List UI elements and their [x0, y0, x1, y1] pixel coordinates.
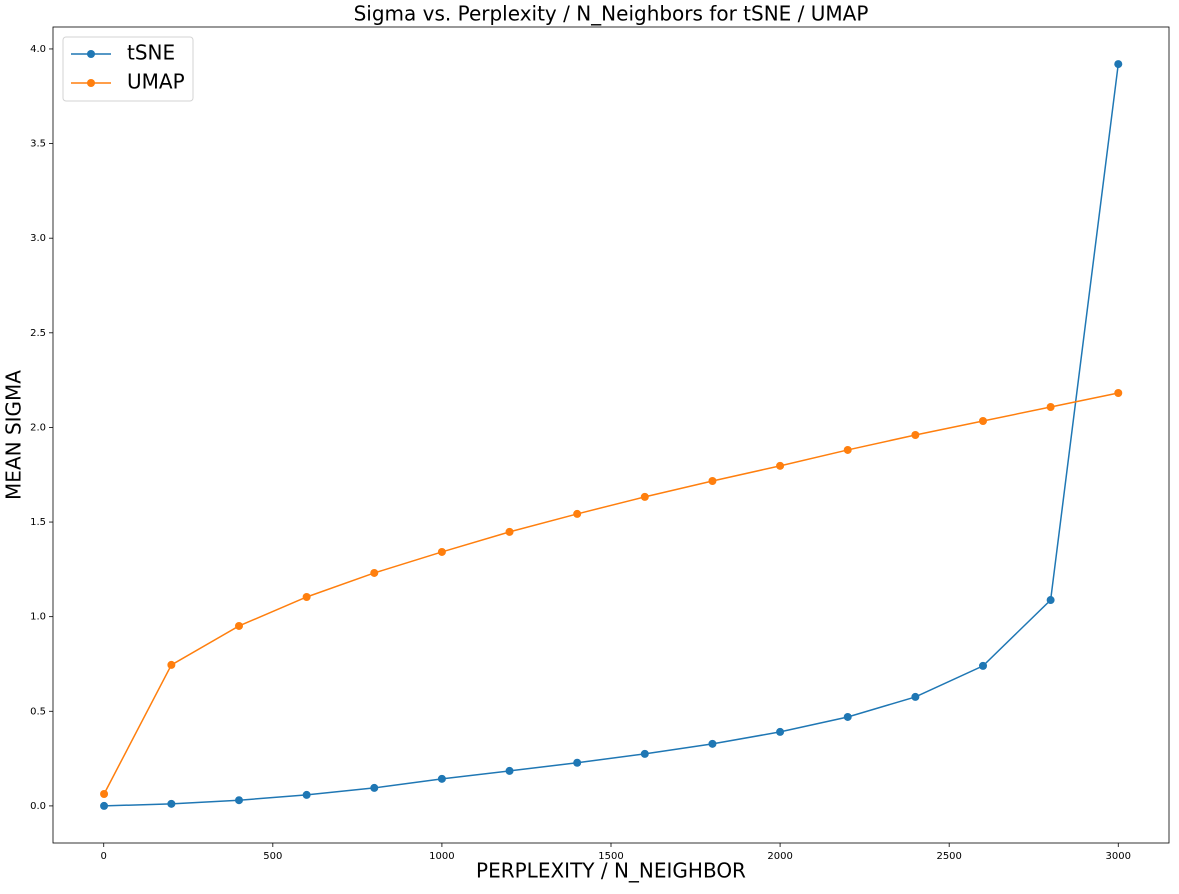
x-axis-label: PERPLEXITY / N_NEIGHBOR: [476, 859, 746, 883]
data-point: [776, 727, 785, 736]
data-point: [302, 592, 311, 601]
data-point: [100, 801, 109, 810]
data-point: [911, 692, 920, 701]
y-tick-label: 0.0: [30, 801, 46, 812]
y-tick-label: 2.5: [30, 328, 46, 339]
plot-frame: [52, 26, 1170, 844]
y-tick-label: 3.5: [30, 139, 46, 150]
y-tick-label: 1.5: [30, 517, 46, 528]
data-point: [505, 766, 514, 775]
series-line: [104, 63, 1120, 807]
data-point: [1114, 388, 1123, 397]
data-point: [573, 758, 582, 767]
data-point: [235, 621, 243, 630]
data-point: [302, 790, 311, 799]
data-point: [911, 431, 920, 439]
x-tick-label: 1500: [598, 851, 623, 862]
data-point: [979, 661, 987, 670]
data-point: [1046, 402, 1055, 411]
data-point: [235, 796, 243, 805]
data-point: [708, 476, 717, 485]
data-point: [370, 568, 379, 577]
data-point: [979, 416, 987, 425]
legend-label: tSNE: [127, 41, 175, 65]
y-tick-label: 0.5: [30, 706, 46, 717]
data-point: [167, 660, 176, 669]
y-tick-label: 4.0: [30, 44, 46, 55]
data-point: [167, 799, 176, 808]
data-point: [573, 509, 582, 518]
legend-marker: [87, 79, 95, 87]
y-axis-label: MEAN SIGMA: [2, 370, 26, 500]
data-point: [1046, 596, 1055, 605]
x-tick-label: 500: [263, 851, 282, 862]
data-point: [776, 461, 785, 470]
data-point: [1114, 60, 1123, 69]
x-tick-label: 1000: [429, 851, 454, 862]
legend-box: [62, 36, 194, 102]
data-point: [437, 547, 446, 556]
y-tick-label: 1.0: [30, 612, 46, 623]
series-line: [103, 392, 1119, 795]
data-point: [100, 789, 109, 798]
y-tick-label: 2.0: [30, 422, 46, 433]
data-point: [370, 783, 379, 792]
x-tick-label: 0: [101, 851, 107, 862]
data-point: [708, 739, 717, 748]
legend-label: UMAP: [127, 70, 185, 94]
data-point: [843, 445, 852, 454]
x-tick-label: 3000: [1106, 851, 1131, 862]
data-point: [843, 712, 852, 721]
data-point: [505, 527, 514, 536]
data-point: [640, 749, 649, 758]
data-point: [640, 492, 649, 501]
data-point: [437, 774, 446, 783]
legend-marker: [87, 50, 95, 58]
y-tick-label: 3.0: [30, 233, 46, 244]
x-tick-label: 2000: [767, 851, 792, 862]
x-tick-label: 2500: [936, 851, 961, 862]
chart-title: Sigma vs. Perplexity / N_Neighbors for t…: [354, 2, 869, 26]
